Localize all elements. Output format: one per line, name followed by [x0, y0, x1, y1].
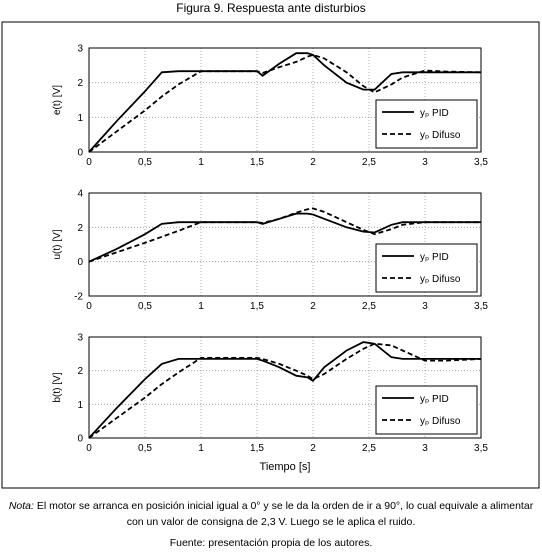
legend-box [375, 385, 478, 435]
legend-box [375, 243, 478, 293]
x-tick-label: 1,5 [250, 443, 264, 454]
legend-label: yₚ Difuso [420, 130, 461, 141]
x-tick-label: 0 [86, 157, 92, 168]
series-line [88, 341, 481, 439]
note-text: El motor se arranca en posición inicial … [36, 500, 534, 528]
x-tick-label: 1,5 [250, 301, 264, 312]
legend-label: yₚ Difuso [420, 274, 461, 285]
y-tick-label: 2 [77, 78, 83, 89]
x-tick-label: 3,5 [474, 301, 488, 312]
legend-label: yₚ PID [420, 108, 449, 119]
y-axis-label: e(t) [V] [52, 85, 63, 115]
y-axis-label: b(t) [V] [52, 372, 63, 402]
x-tick-label: 1 [198, 301, 204, 312]
x-tick-label: 3 [422, 157, 428, 168]
y-tick-label: -2 [74, 292, 83, 303]
x-tick-label: 0,5 [138, 157, 152, 168]
x-tick-label: 3,5 [474, 157, 488, 168]
y-tick-label: 0 [77, 148, 83, 159]
x-tick-label: 2 [310, 443, 316, 454]
y-tick-label: 0 [77, 434, 83, 445]
y-tick-label: 1 [77, 400, 83, 411]
y-axis-label: u(t) [V] [52, 229, 63, 259]
x-tick-label: 0 [86, 301, 92, 312]
x-tick-label: 3,5 [474, 443, 488, 454]
x-tick-label: 3 [422, 301, 428, 312]
note-label: Nota: [8, 500, 34, 512]
series-line [88, 212, 481, 263]
x-tick-label: 0,5 [138, 301, 152, 312]
legend-label: yₚ PID [420, 394, 449, 405]
x-axis-label: Tiempo [s] [260, 461, 311, 473]
plot-frame [88, 47, 482, 153]
legend-box [375, 99, 478, 149]
series-line [88, 53, 482, 153]
x-tick-label: 2 [310, 157, 316, 168]
x-tick-label: 3 [422, 443, 428, 454]
x-tick-label: 2,5 [362, 301, 376, 312]
y-tick-label: 3 [77, 44, 83, 55]
y-tick-label: 3 [77, 333, 83, 344]
plot-frame [88, 336, 482, 439]
legend-label: yₚ PID [420, 252, 449, 263]
figure-frame [1, 21, 540, 489]
figure: Figura 9. Respuesta ante disturbios Tiem… [1, 1, 540, 489]
x-tick-label: 1 [198, 157, 204, 168]
x-tick-label: 0,5 [138, 443, 152, 454]
series-line [88, 342, 482, 439]
y-tick-label: 0 [77, 257, 83, 268]
y-tick-label: 4 [77, 189, 83, 200]
series-line [88, 52, 481, 153]
note: Nota: El motor se arranca en posición in… [4, 498, 538, 530]
x-tick-label: 1 [198, 443, 204, 454]
plot-frame [88, 192, 482, 297]
y-tick-label: 2 [77, 223, 83, 234]
x-tick-label: 0 [86, 443, 92, 454]
legend-label: yₚ Difuso [420, 416, 461, 427]
x-tick-label: 2,5 [362, 443, 376, 454]
y-tick-label: 1 [77, 113, 83, 124]
x-tick-label: 1,5 [250, 157, 264, 168]
x-tick-label: 2 [310, 301, 316, 312]
y-tick-label: 2 [77, 366, 83, 377]
figure-title: Figura 9. Respuesta ante disturbios [176, 1, 365, 15]
series-line [88, 207, 481, 263]
x-tick-label: 2,5 [362, 157, 376, 168]
source: Fuente: presentación propia de los autor… [169, 537, 373, 549]
